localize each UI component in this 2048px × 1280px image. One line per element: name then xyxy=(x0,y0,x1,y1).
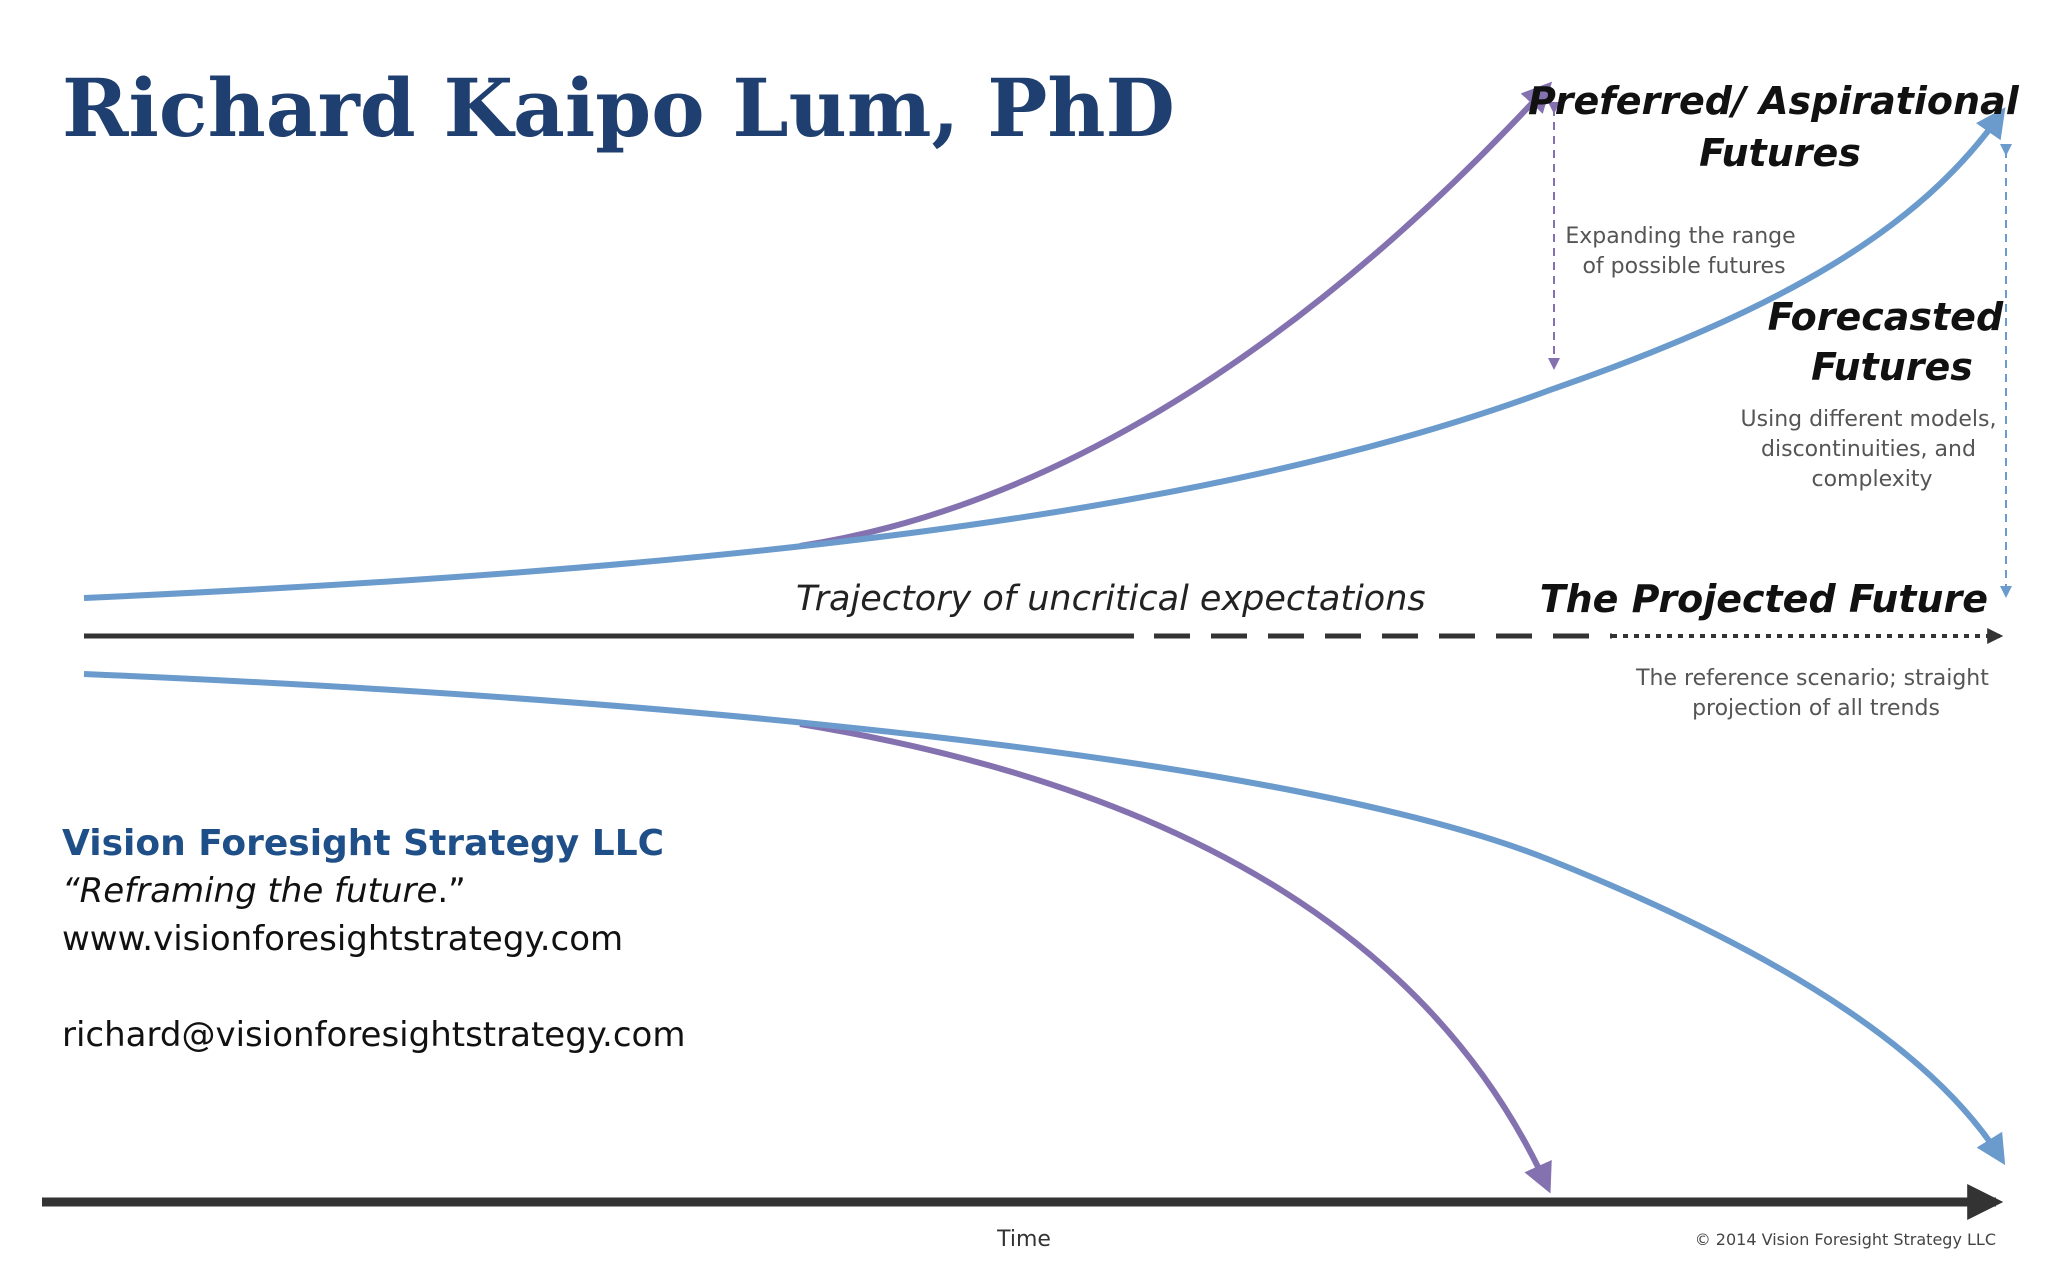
expanding-range-note: Expanding the range of possible futures xyxy=(1565,224,1802,279)
preferred-futures-label: Preferred/ Aspirational Futures xyxy=(1528,79,2032,175)
projected-future-note: The reference scenario; straight project… xyxy=(1635,666,1996,721)
time-axis-label: Time xyxy=(996,1227,1051,1252)
preferred-futures-curve-lower xyxy=(799,721,1552,1194)
tagline-open-quote: “ xyxy=(62,871,80,911)
forecasted-futures-curve-lower xyxy=(83,671,2006,1166)
company-name: Vision Foresight Strategy LLC xyxy=(62,823,664,864)
company-email-link[interactable]: richard@visionforesightstrategy.com xyxy=(62,1015,685,1055)
tagline-text: Reframing the future xyxy=(80,871,438,911)
trajectory-label: Trajectory of uncritical expectations xyxy=(796,579,1426,619)
forecasted-futures-curve-upper xyxy=(83,107,2006,601)
preferred-futures-curve-upper xyxy=(799,81,1553,549)
company-tagline: “Reframing the future.” xyxy=(62,871,466,911)
page-title: Richard Kaipo Lum, PhD xyxy=(62,61,1175,155)
tagline-close-quote: .” xyxy=(437,871,465,911)
copyright-text: © 2014 Vision Foresight Strategy LLC xyxy=(1695,1230,1996,1249)
forecasted-futures-label: Forecasted Futures xyxy=(1768,295,2017,389)
company-website-link[interactable]: www.visionforesightstrategy.com xyxy=(62,919,623,959)
projected-future-label: The Projected Future xyxy=(1540,577,1988,621)
forecasted-futures-note: Using different models, discontinuities,… xyxy=(1741,407,2004,492)
